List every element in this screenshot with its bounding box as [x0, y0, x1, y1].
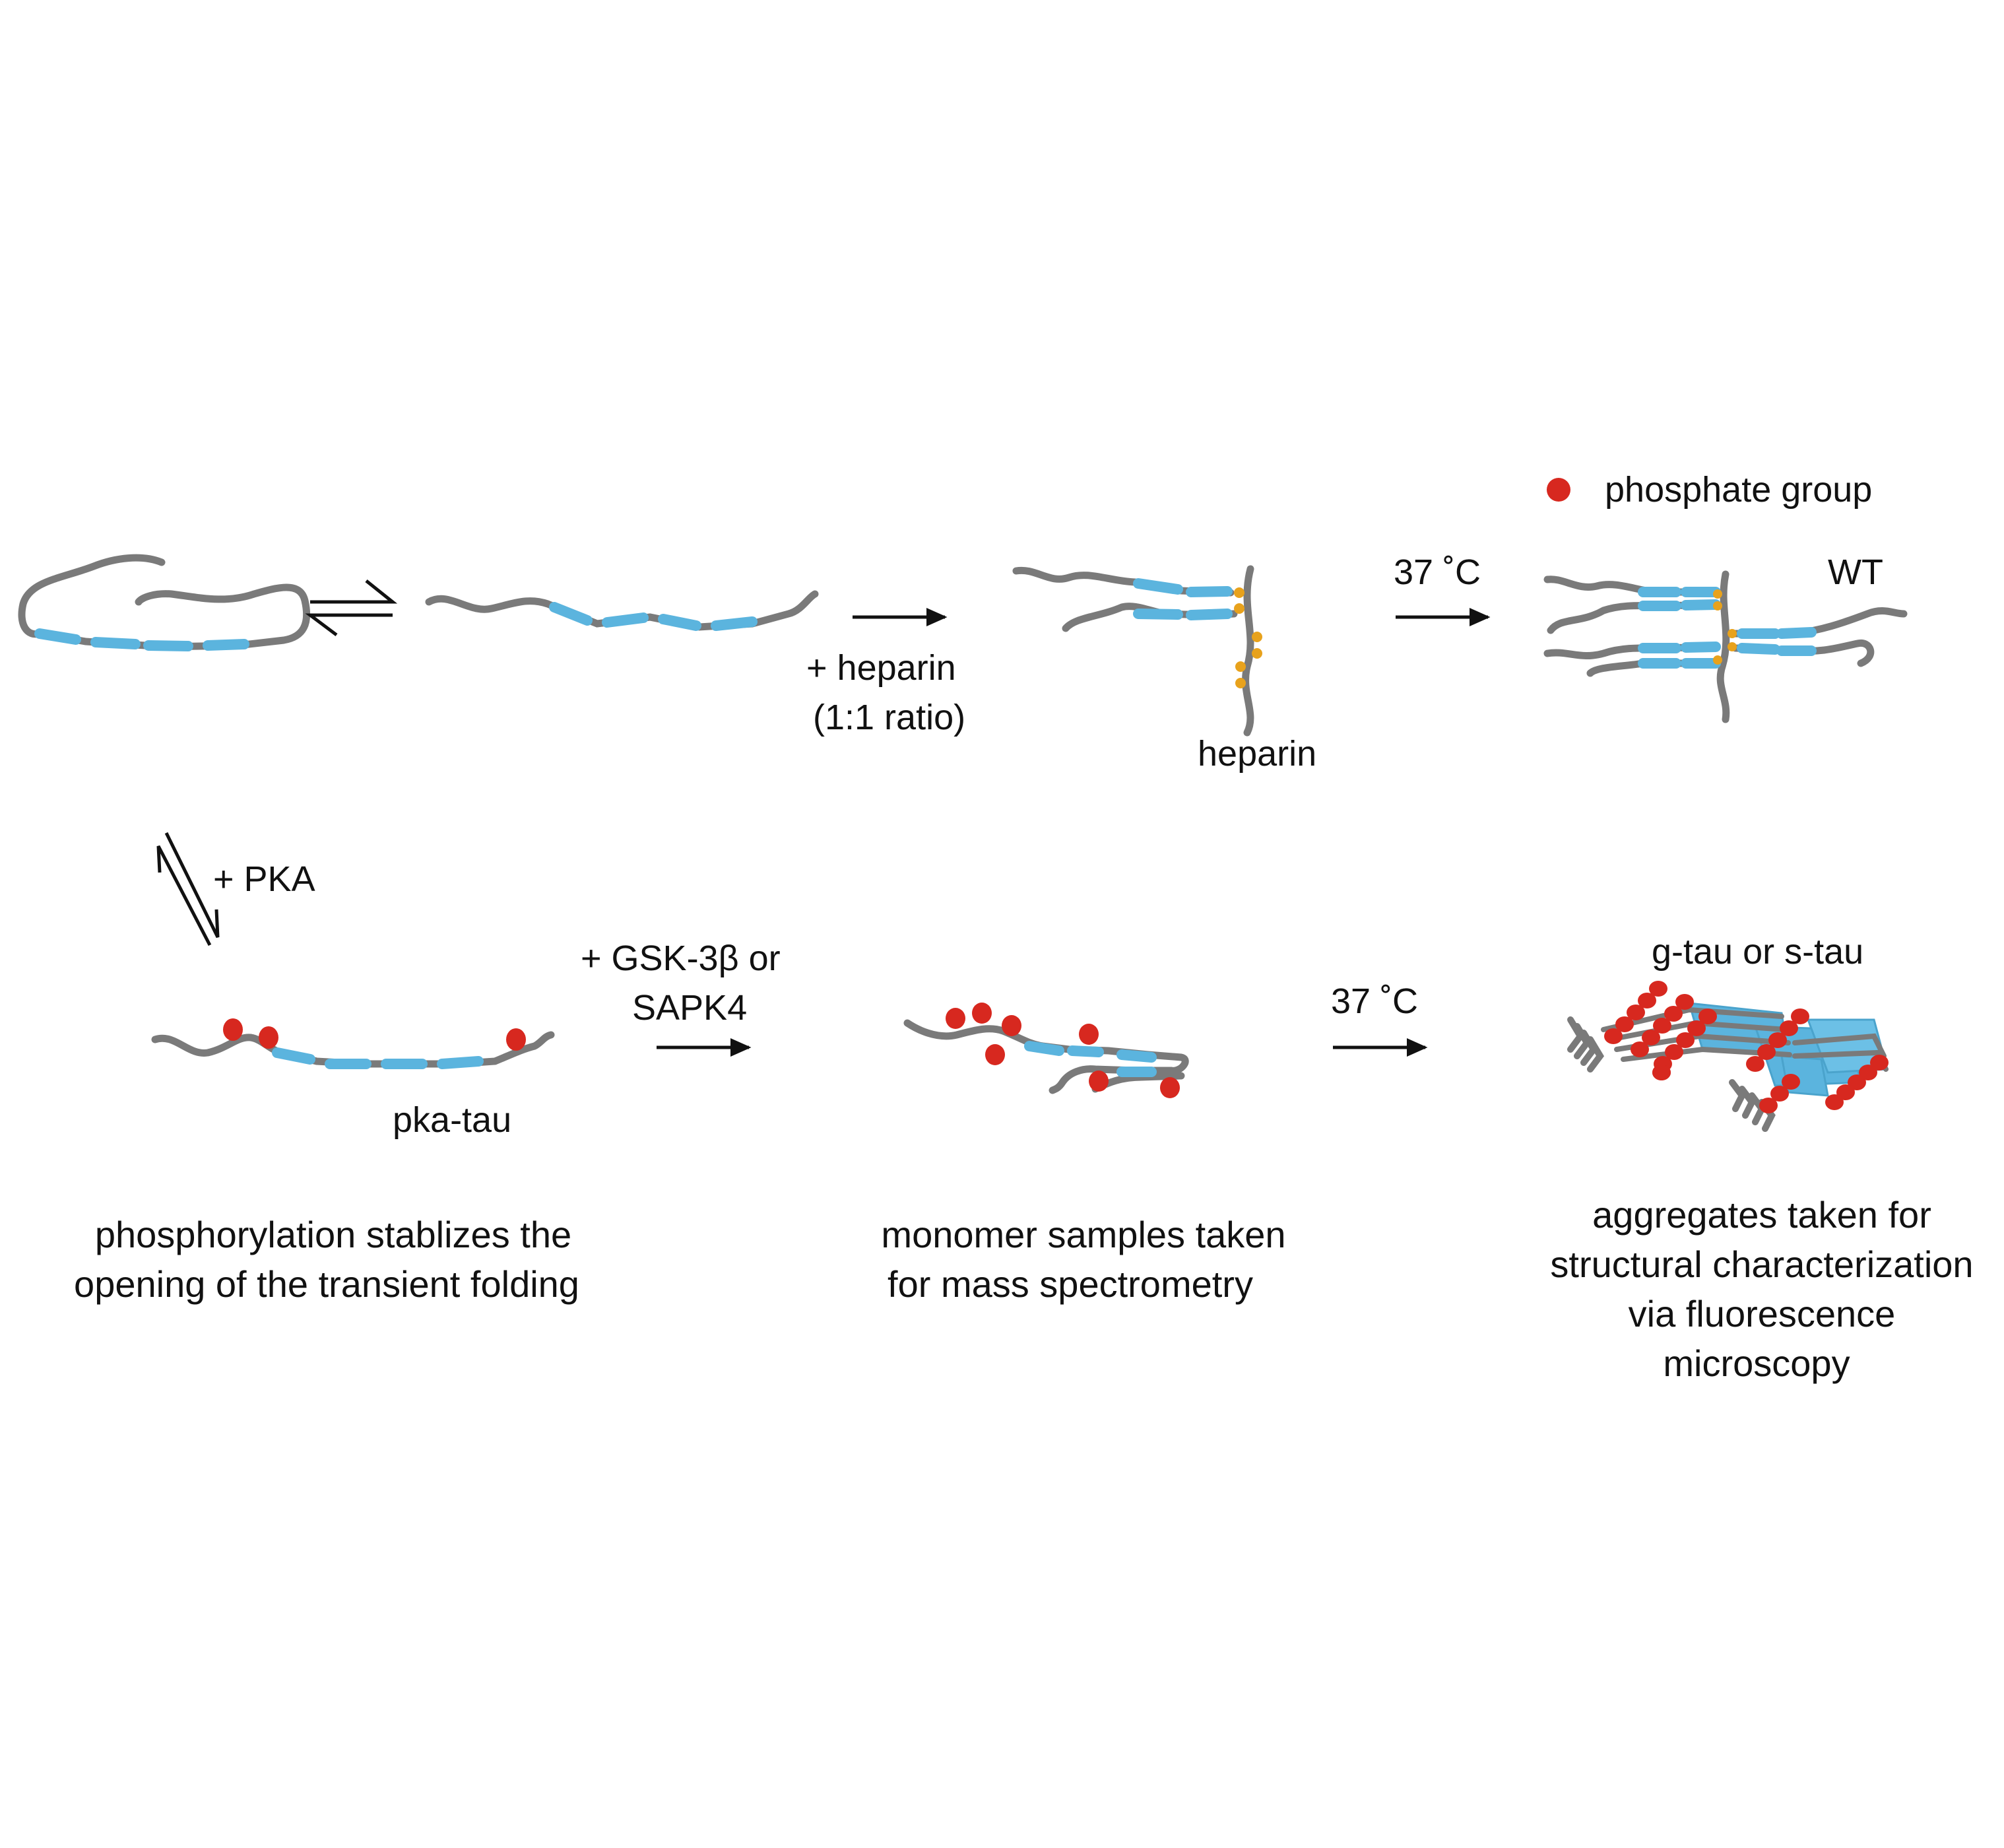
- legend: phosphate group: [1547, 470, 1872, 510]
- caption-mid-line1: monomer samples taken: [881, 1214, 1285, 1255]
- temp-top-label: 37 ˚C: [1394, 552, 1481, 592]
- pka-tau: [151, 1018, 555, 1069]
- phosphate-legend-dot: [1547, 478, 1570, 502]
- caption-mid-line2: for mass spectrometry: [888, 1263, 1253, 1305]
- wt-label: WT: [1828, 552, 1883, 592]
- equilibrium-arrow-horizontal: [305, 579, 398, 636]
- caption-right-line3: via fluorescence: [1629, 1293, 1896, 1335]
- equilibrium-arrow-pka: [156, 832, 220, 946]
- caption-right-line2: structural characterization: [1550, 1243, 1973, 1285]
- heparin-reagent-label: + heparin: [806, 648, 956, 688]
- temp-bottom-label: 37 ˚C: [1331, 981, 1418, 1021]
- heparin-label: heparin: [1198, 734, 1316, 774]
- pka-label: + PKA: [213, 859, 315, 899]
- caption-right-line4: microscopy: [1663, 1342, 1850, 1384]
- phosphate-legend-label: phosphate group: [1605, 470, 1872, 510]
- caption-left-line2: opening of the transient folding: [74, 1263, 579, 1305]
- phosphorylated-monomer: [903, 1003, 1189, 1098]
- heparin-ratio-label: (1:1 ratio): [813, 698, 965, 737]
- phosphorylated-fibril: [1567, 981, 1889, 1132]
- extended-tau: [425, 590, 819, 631]
- caption-right-line1: aggregates taken for: [1592, 1194, 1931, 1236]
- folded-tau: [18, 554, 311, 651]
- gsk-label-line2: SAPK4: [632, 988, 747, 1028]
- wt-aggregate: [1543, 570, 1908, 723]
- heparin-bound-tau: [1012, 565, 1262, 737]
- caption-left-line1: phosphorylation stablizes the: [95, 1214, 571, 1255]
- gsk-label-line1: + GSK-3β or: [581, 939, 781, 978]
- gtau-stau-label: g-tau or s-tau: [1652, 932, 1863, 972]
- pka-tau-label: pka-tau: [393, 1100, 511, 1140]
